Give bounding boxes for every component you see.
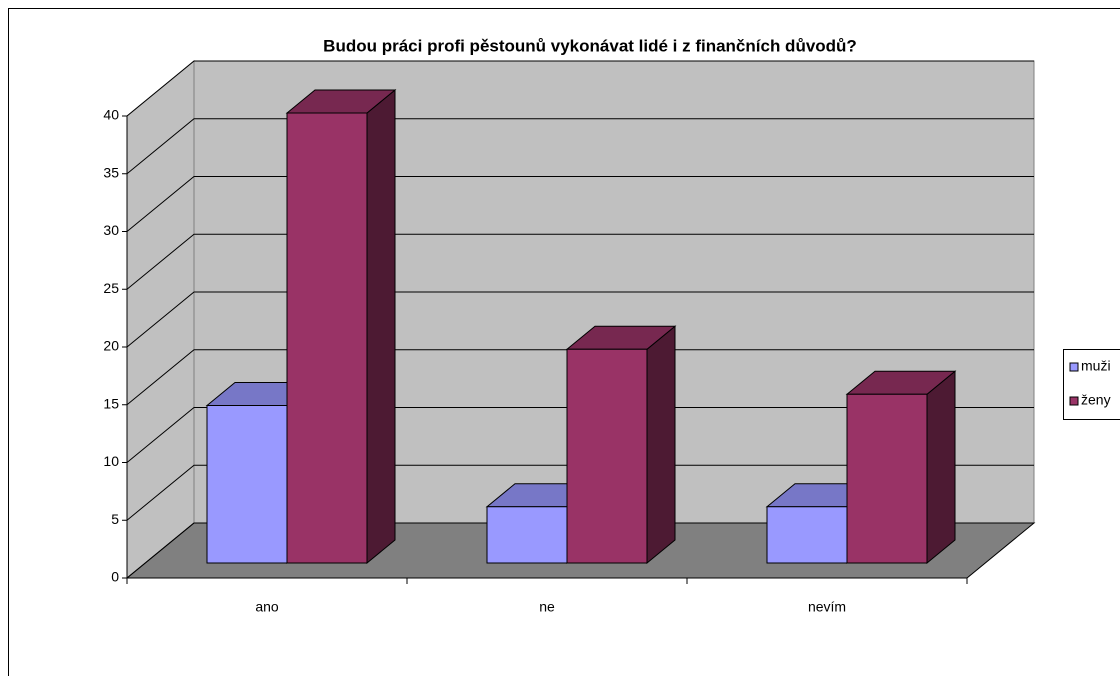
y-tick-label: 15	[103, 395, 119, 411]
bar	[286, 112, 368, 564]
legend-label: muži	[1081, 358, 1111, 374]
grid-line	[126, 60, 1034, 117]
y-tick-label: 10	[103, 453, 119, 469]
grid-line	[126, 176, 1034, 232]
legend-box	[1063, 349, 1120, 420]
legend-label: ženy	[1081, 392, 1111, 408]
y-tick-label: 20	[103, 338, 119, 354]
y-tick-label: 35	[103, 164, 119, 180]
x-tick-label: nevím	[808, 599, 846, 615]
bar	[766, 506, 848, 564]
y-tick-label: 0	[111, 569, 119, 585]
chart-title: Budou práci profi pěstounů vykonávat lid…	[323, 36, 857, 55]
legend-swatch	[1069, 362, 1079, 372]
bar	[566, 348, 648, 564]
grid-line	[126, 522, 1034, 579]
grid-line	[126, 407, 1034, 463]
grid-line	[126, 464, 1034, 521]
bar	[846, 393, 928, 564]
grid-line	[126, 349, 1034, 406]
bar-side	[646, 325, 676, 565]
grid-line	[126, 118, 1034, 175]
bar	[486, 506, 568, 564]
y-tick-label: 40	[103, 107, 119, 123]
grid-line	[126, 233, 1034, 290]
y-tick-label: 25	[103, 280, 119, 296]
bar-side	[926, 370, 956, 565]
x-tick-label: ano	[255, 599, 279, 615]
legend-swatch	[1069, 396, 1079, 406]
grid-line	[126, 291, 1034, 348]
bar	[206, 405, 288, 564]
y-tick-label: 30	[103, 222, 119, 238]
bar-side	[366, 88, 396, 565]
x-tick-label: ne	[539, 599, 555, 615]
y-tick-label: 5	[111, 511, 119, 527]
